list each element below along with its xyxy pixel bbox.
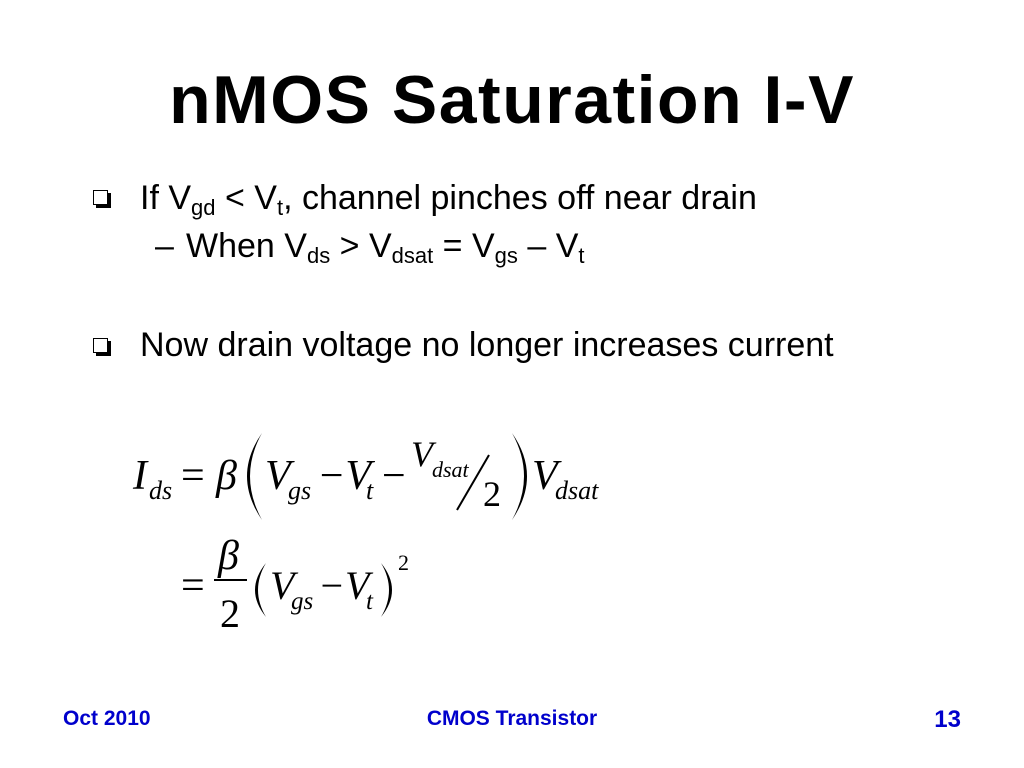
subscript: dsat: [391, 243, 434, 268]
bullet-text: , channel pinches off near drain: [283, 179, 757, 217]
bullet-text: > V: [330, 227, 392, 265]
equals-sign: =: [181, 563, 205, 609]
bullet-text: When V: [186, 227, 307, 265]
left-paren: [255, 563, 266, 617]
subscript: t: [366, 476, 374, 505]
symbol-v: V: [265, 453, 291, 499]
equation-2-strokes: [214, 563, 392, 617]
sub-bullet-dash: –: [155, 227, 174, 265]
equation-simplified-current: = β 2 V gs −V t 2: [120, 530, 440, 640]
bullet-text: Now drain voltage no longer increases cu…: [140, 326, 834, 364]
right-paren: [381, 563, 392, 617]
fraction-numerator-v: V: [411, 434, 433, 474]
bullet-text: = V: [433, 227, 495, 265]
bullet-square-icon: [93, 190, 108, 205]
fraction-denominator: 2: [483, 474, 501, 514]
footer-title: CMOS Transistor: [426, 707, 598, 730]
fraction-numerator-beta: β: [218, 533, 239, 579]
page-number: 13: [934, 706, 961, 733]
exponent: 2: [398, 550, 409, 575]
symbol-beta: β: [216, 453, 237, 499]
symbol-v: V: [270, 563, 295, 608]
sub-bullet-1: When Vds > Vdsat = Vgs – Vt: [186, 227, 585, 267]
equation-saturation-current: I ds = β V gs −V t − V dsat 2 V dsat: [120, 425, 620, 535]
subscript: gs: [494, 243, 518, 268]
minus-symbol-v: −V: [317, 453, 371, 499]
subscript: t: [366, 588, 373, 615]
equals-sign: =: [181, 453, 205, 499]
bullet-text: < V: [215, 179, 277, 217]
symbol-v: V: [532, 453, 558, 499]
bullet-1: If Vgd < Vt, channel pinches off near dr…: [140, 179, 757, 219]
bullet-2: Now drain voltage no longer increases cu…: [140, 328, 834, 362]
subscript: gd: [191, 195, 216, 220]
subscript: gs: [288, 476, 312, 505]
equation-1-strokes: [247, 433, 527, 520]
subscript: t: [578, 243, 585, 268]
left-paren: [247, 433, 262, 520]
symbol-i: I: [133, 453, 147, 499]
footer-date: Oct 2010: [63, 707, 151, 730]
subscript: dsat: [555, 476, 599, 505]
minus-symbol-v: −V: [318, 563, 370, 608]
subscript: t: [276, 195, 284, 220]
subscript: ds: [149, 476, 173, 505]
bullet-text: If V: [140, 179, 192, 217]
right-paren: [512, 433, 527, 520]
subscript: ds: [306, 243, 331, 268]
bullet-text: – V: [517, 227, 579, 265]
fraction-slash: [456, 454, 490, 511]
minus-sign: −: [382, 453, 406, 499]
bullet-square-icon: [93, 338, 108, 353]
subscript: gs: [291, 588, 314, 615]
fraction-denominator: 2: [220, 591, 240, 636]
slide-title: nMOS Saturation I-V: [169, 62, 855, 138]
subscript: dsat: [432, 457, 469, 482]
